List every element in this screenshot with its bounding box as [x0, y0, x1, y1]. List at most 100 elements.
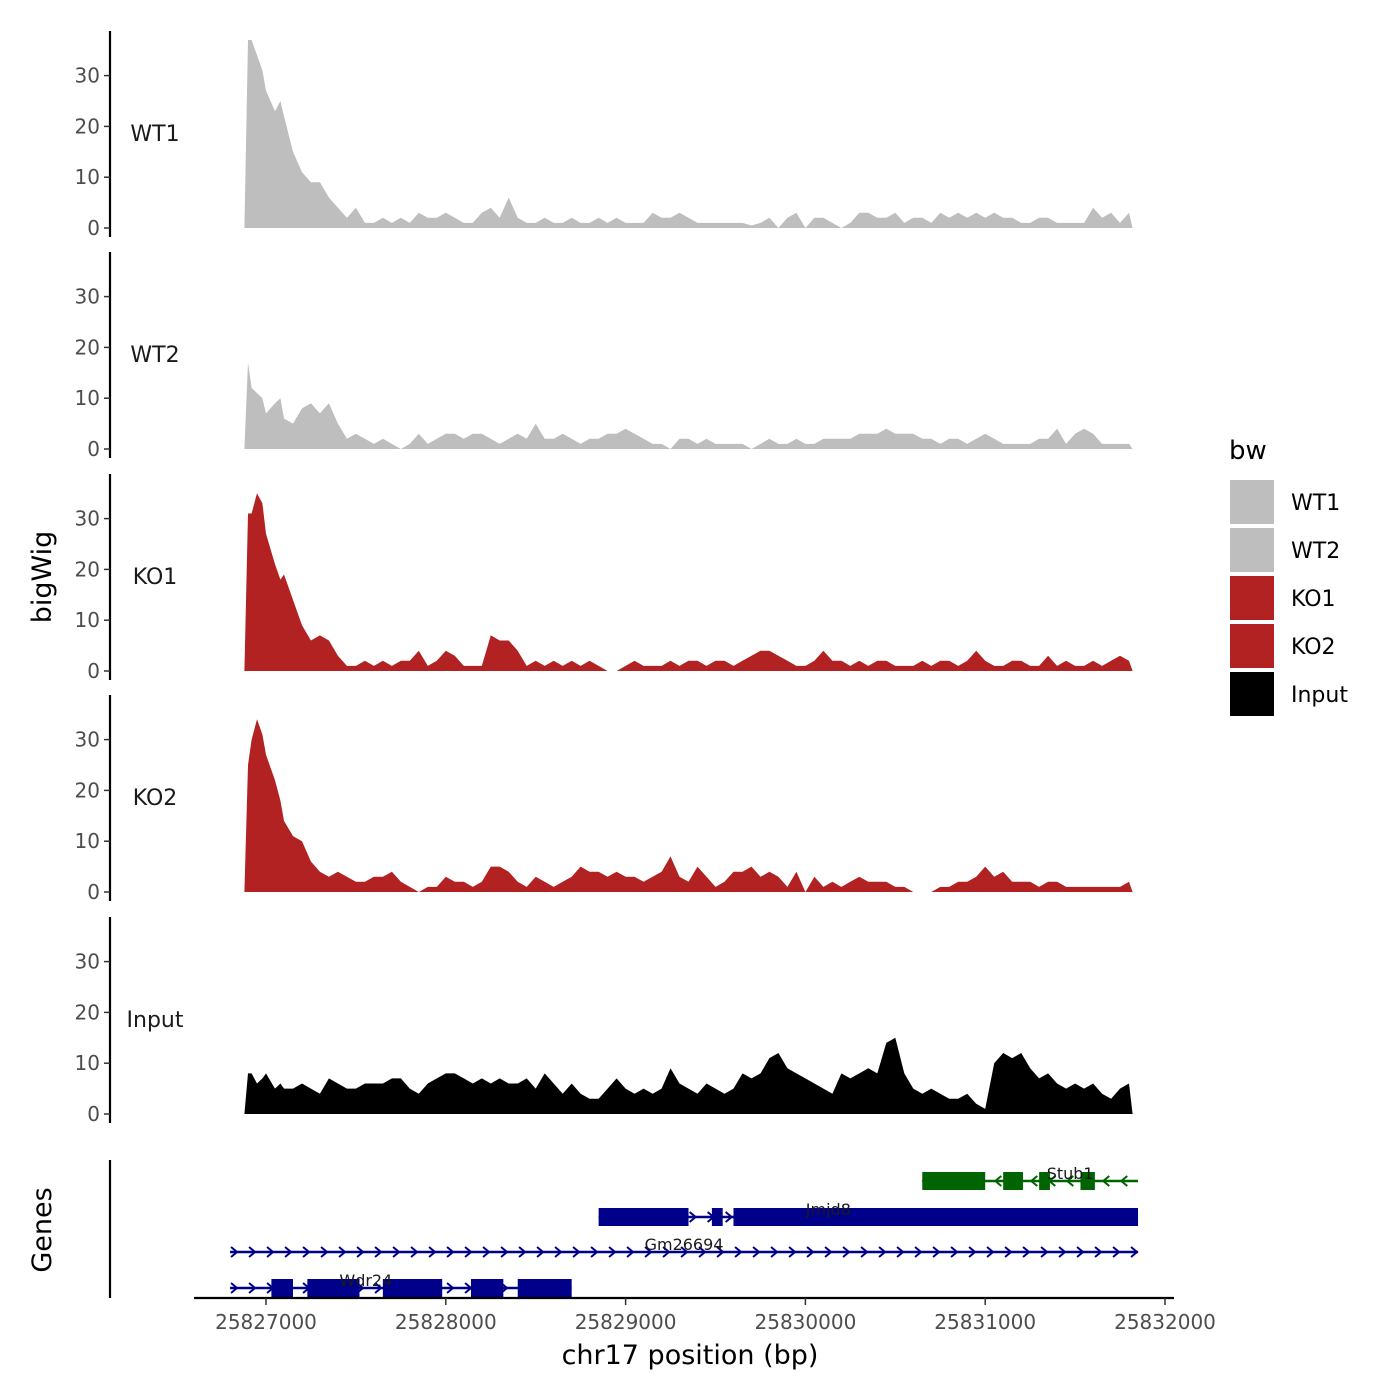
- strand-chevron: [1004, 1246, 1013, 1258]
- track-ko2: 0 10 20 30 KO2: [75, 695, 1133, 904]
- y-tick-label: 0: [87, 437, 100, 461]
- strand-chevron: [590, 1246, 599, 1258]
- strand-chevron: [1065, 1175, 1074, 1187]
- strand-chevron: [1101, 1175, 1110, 1187]
- strand-chevron: [500, 1246, 509, 1258]
- legend-label-wt2: WT2: [1291, 539, 1340, 564]
- gene-exon: [922, 1172, 986, 1190]
- strand-chevron: [446, 1282, 455, 1294]
- strand-chevron: [1094, 1246, 1103, 1258]
- x-axis: 25827000 25828000 25829000 25830000 25831000…: [194, 1296, 1216, 1334]
- strand-chevron: [860, 1246, 869, 1258]
- gene-exon: [517, 1279, 572, 1297]
- y-tick-label: 10: [75, 829, 100, 853]
- strand-chevron: [248, 1282, 257, 1294]
- track-input: 0 10 20 30 Input: [75, 917, 1133, 1126]
- legend-label-ko2: KO2: [1291, 635, 1336, 660]
- gene-label: Wdr24: [339, 1271, 392, 1290]
- strand-chevron: [724, 1211, 734, 1223]
- strand-chevron: [536, 1246, 545, 1258]
- strand-chevron: [428, 1246, 437, 1258]
- strand-chevron: [932, 1246, 941, 1258]
- legend-swatch-ko2: [1230, 624, 1274, 668]
- x-tick-label: 25832000: [1114, 1310, 1216, 1334]
- strand-chevron: [1112, 1246, 1121, 1258]
- signal-area-wt2: [244, 362, 1133, 449]
- y-tick-label: 30: [75, 950, 100, 974]
- strand-chevron: [1029, 1175, 1038, 1187]
- strand-chevron: [770, 1246, 779, 1258]
- strand-chevron: [392, 1246, 401, 1258]
- y-tick-label: 10: [75, 165, 100, 189]
- y-tick-label: 0: [87, 880, 100, 904]
- strand-chevron: [230, 1246, 239, 1258]
- x-tick-label: 25827000: [215, 1310, 317, 1334]
- gene-stub1: Stub1: [921, 1164, 1139, 1190]
- track-label: KO1: [133, 565, 178, 590]
- track-ko1: 0 10 20 30 KO1: [75, 474, 1133, 683]
- track-label: WT1: [130, 122, 179, 147]
- y-tick-label: 20: [75, 114, 100, 138]
- strand-chevron: [284, 1246, 293, 1258]
- track-label: Input: [127, 1008, 184, 1033]
- gene-exon: [1003, 1172, 1023, 1190]
- gene-jmjd8: Jmjd8: [598, 1200, 1139, 1226]
- legend-title: bw: [1229, 436, 1267, 466]
- strand-chevron: [230, 1282, 239, 1294]
- strand-chevron: [788, 1246, 797, 1258]
- gene-exon: [382, 1279, 443, 1297]
- strand-chevron: [878, 1246, 887, 1258]
- strand-chevron: [464, 1246, 473, 1258]
- strand-chevron: [993, 1175, 1002, 1187]
- strand-chevron: [446, 1246, 455, 1258]
- strand-chevron: [986, 1246, 995, 1258]
- x-tick-label: 25831000: [934, 1310, 1036, 1334]
- legend-label-ko1: KO1: [1291, 587, 1336, 612]
- x-tick-label: 25830000: [755, 1310, 857, 1334]
- legend-swatch-ko1: [1230, 576, 1274, 620]
- legend-label-wt1: WT1: [1291, 491, 1340, 516]
- gene-exon: [1039, 1172, 1050, 1190]
- strand-chevron: [410, 1246, 419, 1258]
- signal-area-input: [244, 1037, 1133, 1114]
- strand-chevron: [896, 1246, 905, 1258]
- y-tick-label: 10: [75, 386, 100, 410]
- gene-exon: [271, 1279, 293, 1297]
- legend-swatch-wt1: [1230, 480, 1274, 524]
- strand-chevron: [806, 1246, 815, 1258]
- strand-chevron: [320, 1246, 329, 1258]
- strand-chevron: [662, 1246, 671, 1258]
- strand-chevron: [266, 1246, 275, 1258]
- x-tick-label: 25828000: [395, 1310, 497, 1334]
- strand-chevron: [1040, 1246, 1049, 1258]
- strand-chevron: [842, 1246, 851, 1258]
- gene-exon: [470, 1279, 504, 1297]
- strand-chevron: [950, 1246, 959, 1258]
- y-tick-label: 10: [75, 608, 100, 632]
- strand-chevron: [914, 1246, 923, 1258]
- gene-exon: [598, 1208, 689, 1226]
- strand-chevron: [824, 1246, 833, 1258]
- strand-chevron: [698, 1246, 707, 1258]
- genes-panel: Stub1 Jmjd8 Gm26694 Wdr24: [108, 1160, 1139, 1298]
- y-tick-label: 20: [75, 1000, 100, 1024]
- signal-area-ko1: [244, 493, 1133, 671]
- y-axis-title: bigWig: [27, 531, 58, 624]
- strand-chevron: [752, 1246, 761, 1258]
- strand-chevron: [482, 1246, 491, 1258]
- legend-swatch-input: [1230, 672, 1274, 716]
- gene-gm26694: Gm26694: [230, 1235, 1139, 1258]
- y-tick-label: 0: [87, 216, 100, 240]
- strand-chevron: [374, 1246, 383, 1258]
- y-tick-label: 30: [75, 507, 100, 531]
- y-tick-label: 0: [87, 1102, 100, 1126]
- gene-exon: [1080, 1172, 1095, 1190]
- gene-exon: [733, 1208, 1139, 1226]
- strand-chevron: [608, 1246, 617, 1258]
- track-wt2: 0 10 20 30 WT2: [75, 252, 1133, 461]
- track-label: KO2: [133, 786, 178, 811]
- strand-chevron: [716, 1246, 725, 1258]
- y-tick-label: 30: [75, 64, 100, 88]
- strand-chevron: [302, 1246, 311, 1258]
